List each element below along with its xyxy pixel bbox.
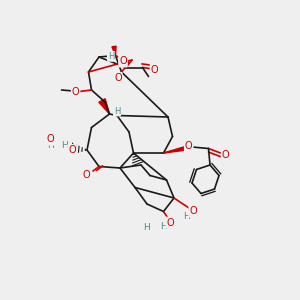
Text: H: H [114, 106, 120, 116]
Text: O: O [68, 145, 76, 155]
Text: O: O [222, 150, 230, 160]
Text: O: O [189, 206, 197, 217]
Text: O: O [114, 73, 122, 83]
Polygon shape [112, 46, 116, 56]
Text: O: O [72, 86, 80, 97]
Text: H: H [160, 222, 167, 231]
Text: H: H [47, 141, 54, 150]
Polygon shape [99, 99, 110, 114]
Text: O: O [167, 218, 174, 228]
Text: H: H [183, 212, 189, 221]
Text: O: O [82, 169, 90, 180]
Text: H: H [144, 224, 150, 232]
Text: H: H [108, 52, 114, 61]
Text: O: O [46, 134, 54, 145]
Polygon shape [164, 145, 193, 153]
Text: O: O [119, 56, 127, 67]
Text: O: O [185, 141, 193, 152]
Text: H: H [61, 141, 68, 150]
Text: O: O [151, 64, 158, 75]
